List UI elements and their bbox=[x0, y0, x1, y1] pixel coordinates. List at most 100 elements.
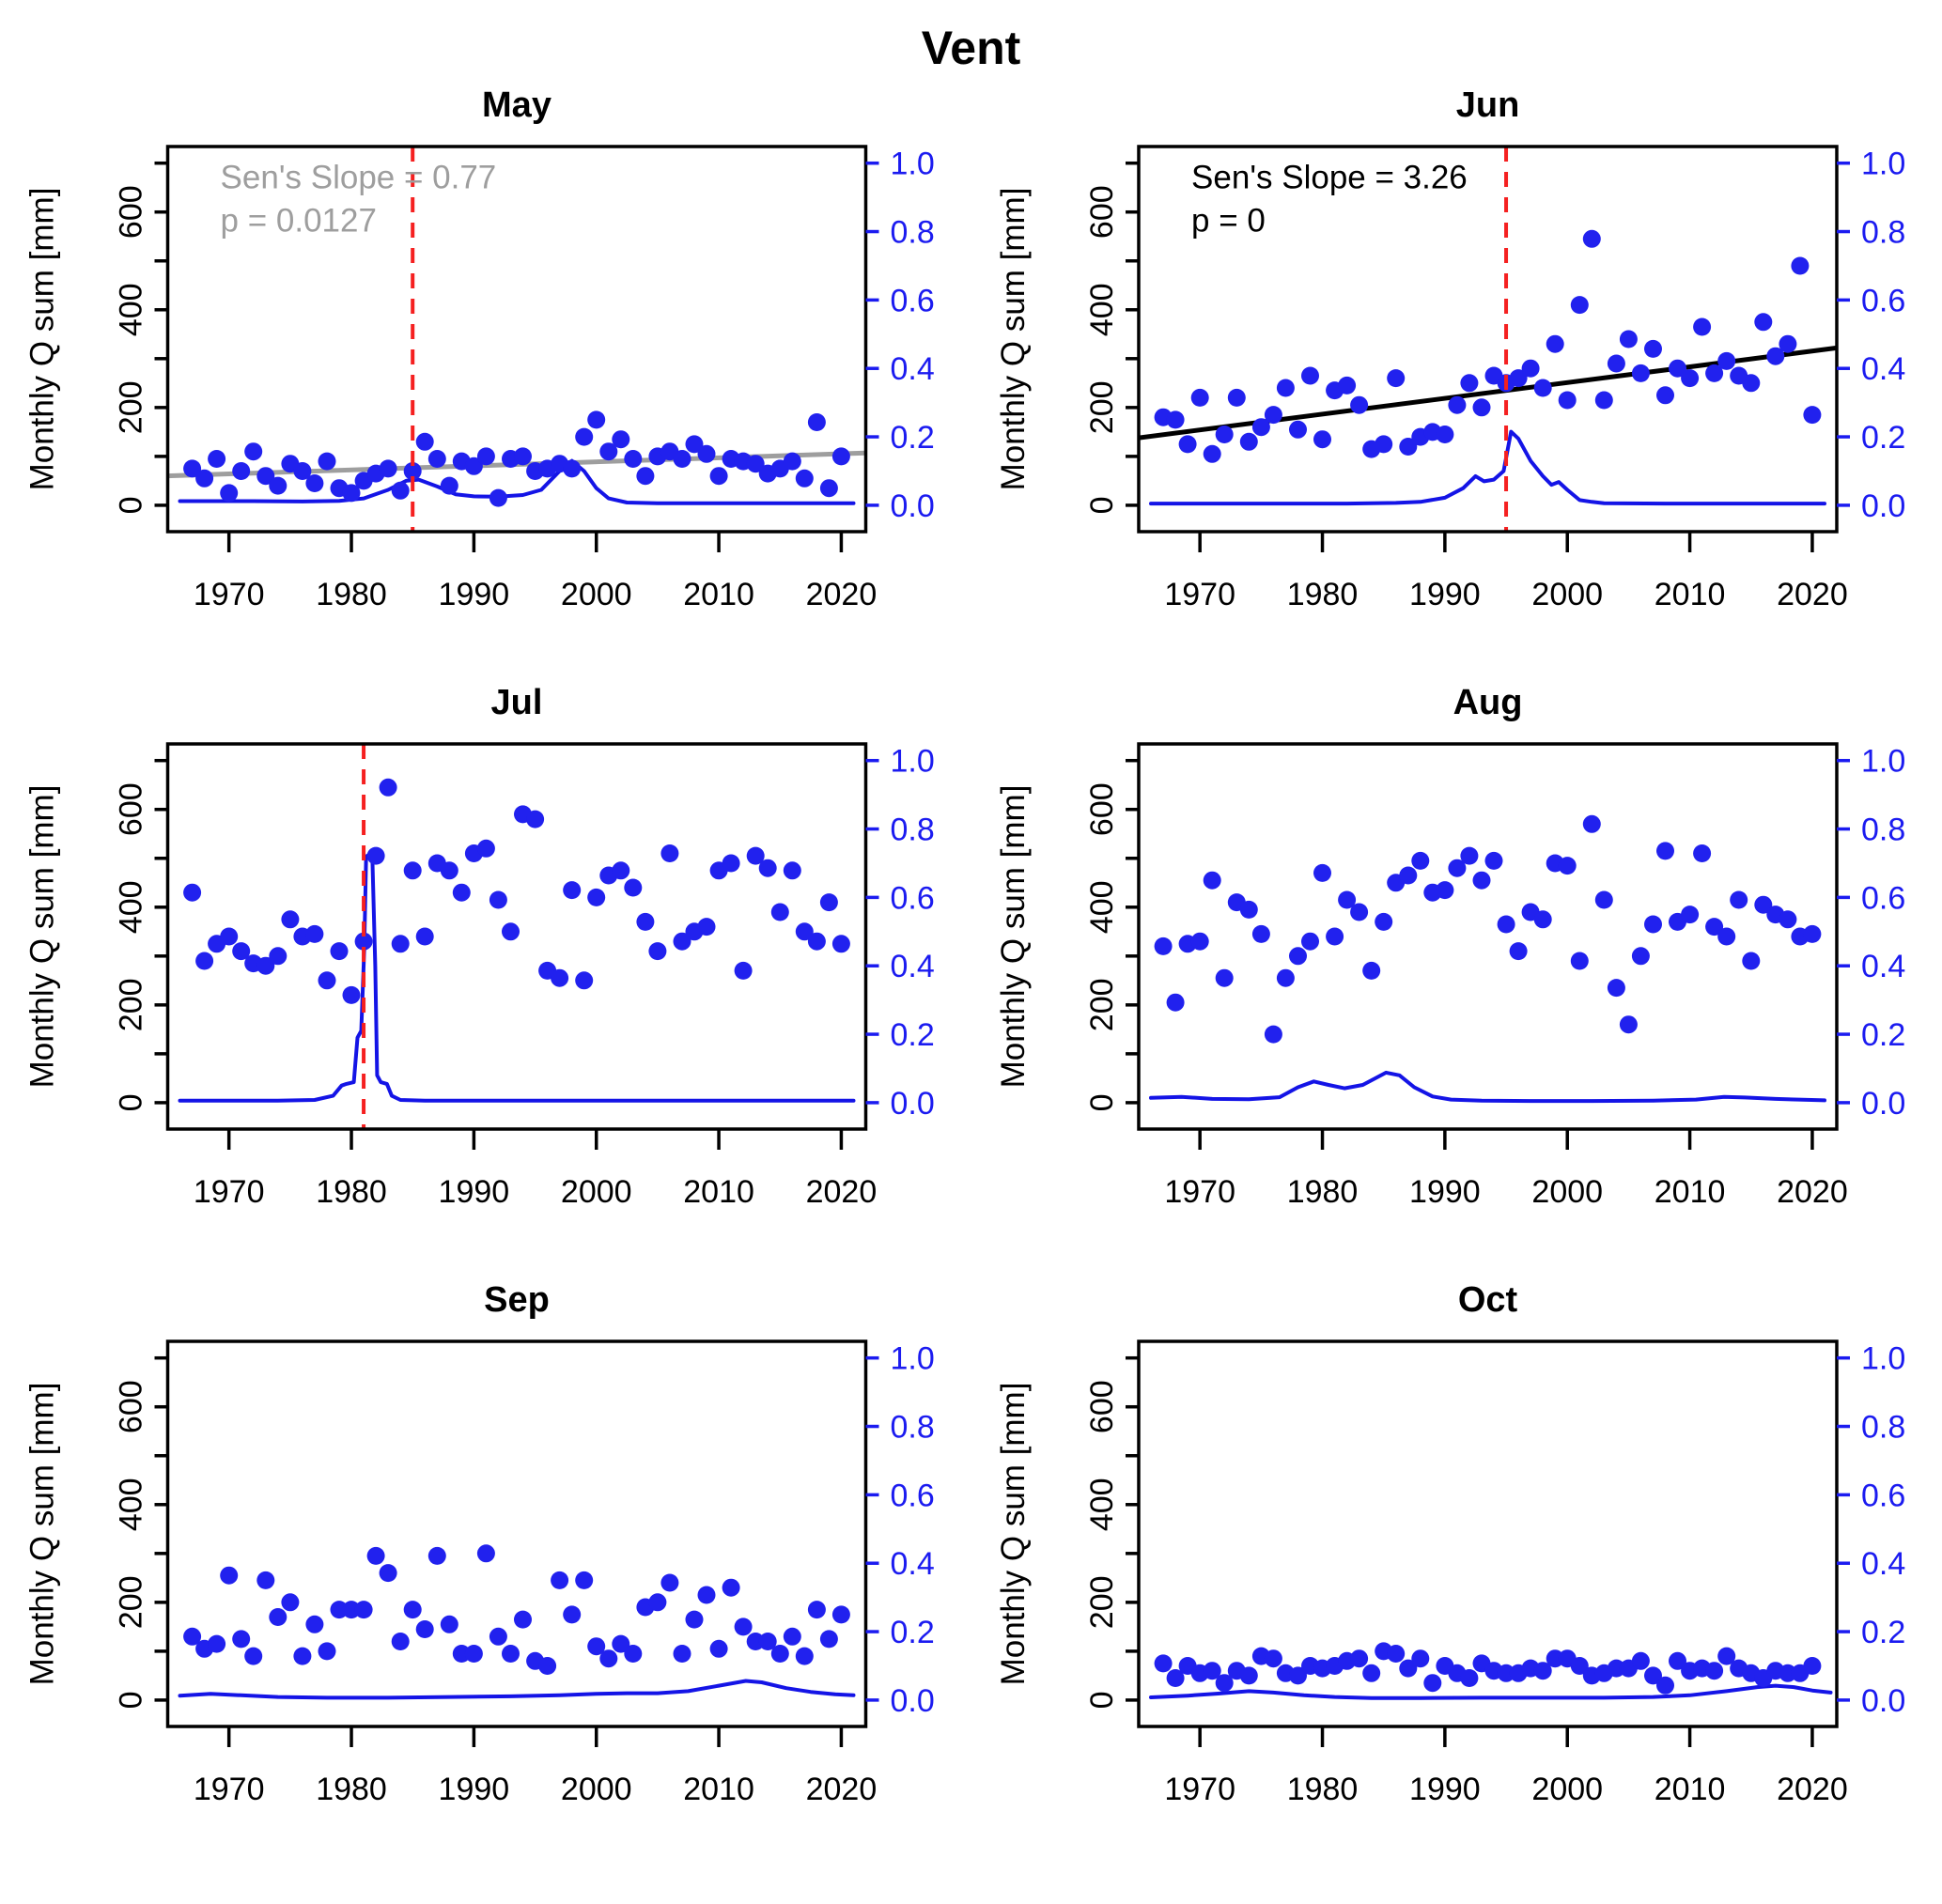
data-point bbox=[1239, 432, 1258, 451]
data-point bbox=[489, 488, 507, 507]
data-point bbox=[305, 1615, 324, 1633]
density-curve bbox=[178, 851, 856, 1103]
panel-title-oct: Oct bbox=[1458, 1280, 1518, 1320]
data-point bbox=[673, 1645, 691, 1663]
data-point bbox=[1497, 915, 1515, 934]
data-point bbox=[563, 1605, 582, 1624]
x-axis-tick-label: 1990 bbox=[1409, 1772, 1481, 1807]
data-point bbox=[685, 435, 704, 454]
left-axis-tick-label: 600 bbox=[1084, 185, 1120, 239]
data-point bbox=[1448, 859, 1467, 877]
data-point bbox=[1656, 386, 1674, 405]
data-point bbox=[575, 1571, 594, 1589]
data-point bbox=[722, 1578, 740, 1597]
data-point bbox=[1546, 1649, 1564, 1668]
plot-area-jul bbox=[178, 744, 856, 1129]
data-point bbox=[612, 430, 630, 449]
panel-title-sep: Sep bbox=[484, 1280, 550, 1320]
right-axis-tick-label: 0.8 bbox=[1861, 215, 1905, 251]
data-point bbox=[1742, 374, 1761, 393]
data-point bbox=[1607, 354, 1625, 373]
data-point bbox=[305, 924, 324, 943]
left-axis-tick-label: 400 bbox=[1084, 1478, 1120, 1531]
x-axis-tick-label: 2010 bbox=[683, 1772, 754, 1807]
plot-box bbox=[165, 1339, 868, 1728]
data-point bbox=[1497, 1664, 1515, 1682]
data-point bbox=[403, 462, 422, 480]
data-point bbox=[342, 985, 361, 1004]
panel-grid: May Sen's Slope = 0.77 p = 0.0127 0 200 400 60… bbox=[0, 79, 1942, 1871]
plot-area-oct bbox=[1149, 1642, 1833, 1700]
scatter-points bbox=[183, 778, 850, 1004]
x-axis-tick-label: 1980 bbox=[316, 1772, 387, 1807]
left-axis-tick-label: 0 bbox=[1084, 1093, 1120, 1111]
data-point bbox=[1313, 863, 1331, 882]
data-point bbox=[403, 861, 422, 880]
data-point bbox=[1582, 814, 1601, 833]
data-point bbox=[563, 459, 582, 478]
data-point bbox=[1436, 426, 1454, 443]
data-point bbox=[1448, 395, 1467, 414]
data-point bbox=[1644, 339, 1662, 358]
x-axis-tick-label: 1990 bbox=[439, 1772, 510, 1807]
data-point bbox=[770, 1645, 789, 1663]
right-axis-tick-label: 0.8 bbox=[891, 813, 935, 848]
data-point bbox=[1289, 1666, 1307, 1685]
data-point bbox=[1656, 1676, 1674, 1695]
data-point bbox=[220, 927, 239, 946]
data-point bbox=[1766, 347, 1785, 365]
left-axis-tick-label: 600 bbox=[1084, 782, 1120, 836]
data-point bbox=[1411, 851, 1430, 870]
data-point bbox=[183, 1627, 202, 1646]
plot-box bbox=[165, 742, 868, 1131]
data-point bbox=[1276, 379, 1295, 397]
chart-may: May Sen's Slope = 0.77 p = 0.0127 0 200 400 60… bbox=[24, 85, 935, 612]
sens-slope-annotation-line2: p = 0.0127 bbox=[221, 203, 377, 240]
plot-box bbox=[1137, 1339, 1839, 1728]
data-point bbox=[599, 1649, 618, 1668]
data-point bbox=[636, 467, 655, 486]
data-point bbox=[269, 476, 287, 495]
data-point bbox=[1754, 313, 1773, 332]
data-point bbox=[1558, 391, 1577, 410]
density-curve bbox=[1149, 1070, 1826, 1104]
data-point bbox=[1681, 906, 1700, 924]
data-point bbox=[502, 1645, 520, 1663]
left-axis-tick-label: 200 bbox=[114, 978, 149, 1031]
left-axis-tick-label: 200 bbox=[114, 1575, 149, 1629]
data-point bbox=[1717, 927, 1736, 946]
data-point bbox=[1350, 1649, 1369, 1668]
data-point bbox=[391, 1633, 410, 1650]
right-axis-tick-label: 0.6 bbox=[891, 880, 935, 916]
x-axis-tick-label: 2020 bbox=[806, 1772, 878, 1807]
data-point bbox=[1693, 844, 1712, 862]
x-axis-tick-label: 1970 bbox=[1164, 1772, 1235, 1807]
left-axis-tick-label: 600 bbox=[1084, 1380, 1120, 1433]
data-point bbox=[330, 1601, 349, 1619]
density-curve bbox=[178, 458, 856, 505]
right-axis-tick-label: 1.0 bbox=[1861, 744, 1905, 780]
data-point bbox=[489, 890, 507, 909]
x-axis-tick-label: 1990 bbox=[439, 577, 510, 612]
data-point bbox=[1594, 890, 1613, 909]
data-point bbox=[1570, 1657, 1589, 1675]
data-point bbox=[195, 469, 214, 488]
data-point bbox=[1350, 395, 1369, 414]
data-point bbox=[1203, 871, 1221, 890]
data-point bbox=[1362, 1664, 1381, 1682]
data-point bbox=[526, 810, 545, 828]
scatter-points bbox=[183, 1544, 850, 1675]
x-axis-tick-label: 1970 bbox=[1164, 1174, 1235, 1210]
x-axis-tick-label: 2010 bbox=[1655, 1772, 1726, 1807]
data-point bbox=[697, 1586, 716, 1604]
left-axis-tick-label: 0 bbox=[1084, 1691, 1120, 1709]
x-axis-tick-label: 1990 bbox=[1409, 577, 1481, 612]
right-axis-tick-label: 0.6 bbox=[891, 1478, 935, 1513]
panel-jul: Jul 0 200 400 600 Monthly Q sum [mm] 0.0 0.2 0.4… bbox=[0, 676, 971, 1274]
x-axis-tick-label: 2020 bbox=[806, 1174, 878, 1210]
data-point bbox=[1264, 1025, 1282, 1044]
data-point bbox=[673, 932, 691, 951]
data-point bbox=[452, 883, 471, 902]
data-point bbox=[1239, 900, 1258, 919]
data-point bbox=[1362, 961, 1381, 980]
